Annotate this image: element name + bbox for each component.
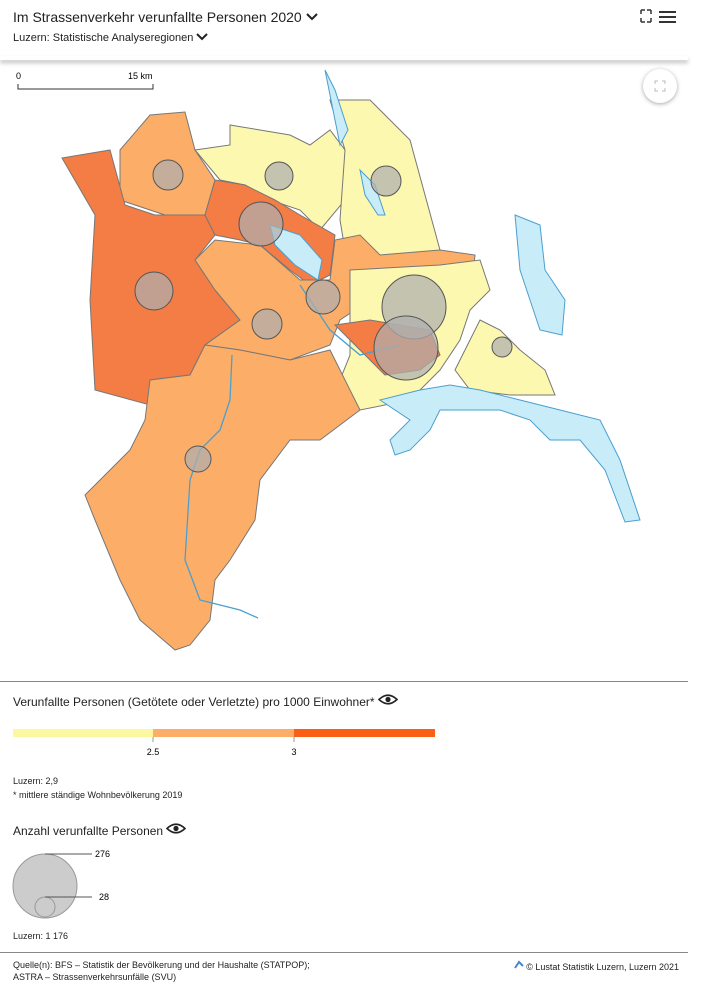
break-label: 3: [291, 747, 296, 757]
break-label: 2.5: [147, 747, 160, 757]
size-label: 28: [99, 892, 109, 902]
eye-icon[interactable]: [377, 693, 399, 706]
header-icons[interactable]: [640, 9, 680, 25]
eye-icon[interactable]: [166, 822, 187, 835]
logo: [513, 960, 524, 969]
size-legend-title: Anzahl verunfallte Personen: [13, 822, 187, 838]
divider: [0, 681, 688, 682]
fullscreen-button[interactable]: [643, 69, 677, 103]
size-label: 276: [95, 849, 110, 859]
source: Quelle(n): BFS – Statistik der Bevölkeru…: [13, 960, 310, 970]
source: ASTRA – Strassenverkehrsunfälle (SVU): [13, 972, 177, 982]
color-total: Luzern: 2,9: [13, 776, 59, 786]
scale-start: 0: [16, 71, 21, 81]
color-legend: 2.5 3: [13, 729, 435, 757]
note: * mittlere ständige Wohnbevölkerung 2019: [13, 790, 183, 800]
color-legend-title: Verunfallte Personen (Getötete oder Verl…: [13, 693, 399, 709]
scale-bar: 0 15 km: [16, 71, 154, 90]
title-text: Im Strassenverkehr verunfallte Personen …: [13, 9, 302, 25]
credit[interactable]: © Lustat Statistik Luzern, Luzern 2021: [513, 960, 679, 972]
map: 0 15 km: [16, 69, 677, 651]
scale-end: 15 km: [128, 71, 153, 81]
legend-title-text: Anzahl verunfallte Personen: [13, 824, 164, 838]
size-total: Luzern: 1 176: [13, 931, 69, 941]
subtitle-text: Luzern: Statistische Analyseregionen: [13, 32, 194, 44]
chevron: [305, 13, 318, 21]
title[interactable]: Im Strassenverkehr verunfallte Personen …: [13, 9, 318, 25]
divider: [0, 952, 688, 953]
subtitle[interactable]: Luzern: Statistische Analyseregionen: [13, 32, 209, 44]
legend-title-text: Verunfallte Personen (Getötete oder Verl…: [13, 695, 375, 709]
chevron: [196, 33, 209, 41]
size-legend: 276 28: [12, 849, 110, 919]
credit-text: © Lustat Statistik Luzern, Luzern 2021: [526, 962, 679, 972]
